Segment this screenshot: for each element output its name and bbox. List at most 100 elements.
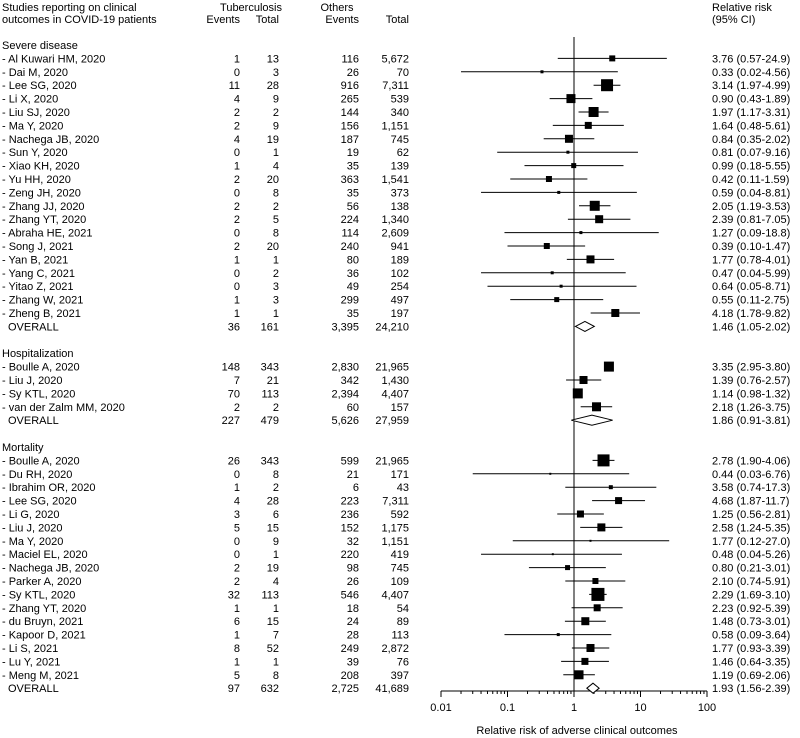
study-ci-text: 2.29 (1.69-3.10)	[712, 589, 790, 601]
study-tb-events: 70	[228, 388, 240, 400]
overall-diamond	[571, 414, 613, 426]
study-oth-total: 4,407	[381, 589, 409, 601]
study-oth-total: 43	[397, 482, 409, 494]
section-header: Mortality	[2, 442, 44, 454]
study-label: - Zhang YT, 2020	[2, 214, 86, 226]
study-oth-total: 4,407	[381, 388, 409, 400]
header-tb-total: Total	[256, 14, 279, 26]
study-ci-text: 1.97 (1.17-3.31)	[712, 107, 790, 119]
study-tb-total: 1	[273, 147, 279, 159]
study-tb-total: 3	[273, 67, 279, 79]
study-point-estimate	[574, 670, 584, 680]
study-tb-events: 0	[234, 187, 240, 199]
study-tb-events: 1	[234, 630, 240, 642]
study-tb-events: 1	[234, 161, 240, 173]
study-tb-total: 19	[267, 563, 279, 575]
study-tb-total: 6	[273, 509, 279, 521]
study-ci-text: 3.58 (0.74-17.3)	[712, 482, 790, 494]
study-oth-events: 35	[347, 308, 359, 320]
study-label: - Zheng B, 2021	[2, 308, 81, 320]
study-label: - Parker A, 2020	[2, 576, 82, 588]
study-label: - Liu J, 2020	[2, 375, 63, 387]
study-oth-total: 5,672	[381, 53, 409, 65]
study-tb-total: 8	[273, 670, 279, 682]
study-ci-text: 0.48 (0.04-5.26)	[712, 549, 790, 561]
study-oth-events: 32	[347, 536, 359, 548]
overall-ci-text: 1.86 (0.91-3.81)	[712, 415, 790, 427]
study-tb-total: 19	[267, 134, 279, 146]
study-tb-events: 1	[234, 482, 240, 494]
study-tb-total: 2	[273, 482, 279, 494]
study-oth-events: 187	[341, 134, 359, 146]
study-point-estimate	[559, 284, 563, 288]
overall-tb-total: 479	[261, 415, 279, 427]
overall-oth-events: 5,626	[331, 415, 359, 427]
study-tb-events: 2	[234, 241, 240, 253]
study-point-estimate	[615, 497, 623, 505]
study-label: - Song J, 2021	[2, 241, 74, 253]
study-ci-text: 1.39 (0.76-2.57)	[712, 375, 790, 387]
study-oth-total: 2,609	[381, 228, 409, 240]
header-group-tuberculosis: Tuberculosis	[220, 2, 282, 14]
overall-oth-total: 24,210	[375, 321, 409, 333]
study-label: - Li G, 2020	[2, 509, 59, 521]
study-oth-events: 60	[347, 402, 359, 414]
study-tb-events: 8	[234, 643, 240, 655]
overall-tb-events: 97	[228, 683, 240, 695]
study-oth-total: 419	[391, 549, 409, 561]
study-oth-total: 70	[397, 67, 409, 79]
overall-tb-events: 36	[228, 321, 240, 333]
overall-label: OVERALL	[8, 321, 59, 333]
study-oth-events: 220	[341, 549, 359, 561]
overall-oth-total: 41,689	[375, 683, 409, 695]
study-point-estimate	[589, 200, 600, 211]
study-ci-text: 0.84 (0.35-2.02)	[712, 134, 790, 146]
study-point-estimate	[564, 134, 573, 143]
study-point-estimate	[597, 454, 610, 467]
study-point-estimate	[576, 510, 584, 518]
study-ci-text: 0.90 (0.43-1.89)	[712, 94, 790, 106]
study-point-estimate	[566, 94, 576, 104]
study-ci-text: 0.81 (0.07-9.16)	[712, 147, 790, 159]
study-tb-events: 148	[222, 362, 240, 374]
study-tb-total: 113	[261, 388, 279, 400]
study-ci-text: 3.35 (2.95-3.80)	[712, 362, 790, 374]
study-label: - Lee SG, 2020	[2, 80, 77, 92]
study-tb-total: 1	[273, 254, 279, 266]
study-ci-text: 3.76 (0.57-24.9)	[712, 53, 790, 65]
study-label: - Yang C, 2021	[2, 268, 75, 280]
study-label: - Dai M, 2020	[2, 67, 68, 79]
study-point-estimate	[581, 657, 589, 665]
study-label: - Yitao Z, 2021	[2, 281, 74, 293]
header-rr-line2: (95% CI)	[712, 14, 755, 26]
study-tb-events: 0	[234, 536, 240, 548]
study-label: - Yan B, 2021	[2, 254, 68, 266]
study-label: - Liu J, 2020	[2, 522, 63, 534]
study-oth-total: 197	[391, 308, 409, 320]
header-rr-line1: Relative risk	[712, 2, 772, 14]
study-ci-text: 0.55 (0.11-2.75)	[712, 295, 789, 307]
study-oth-events: 26	[347, 67, 359, 79]
study-ci-text: 0.42 (0.11-1.59)	[712, 174, 789, 186]
header-tb-events: Events	[206, 14, 240, 26]
study-oth-events: 265	[341, 94, 359, 106]
study-oth-total: 109	[391, 576, 409, 588]
study-oth-events: 223	[341, 496, 359, 508]
study-oth-events: 546	[341, 589, 359, 601]
study-ci-text: 2.39 (0.81-7.05)	[712, 214, 790, 226]
study-label: - Sy KTL, 2020	[2, 388, 75, 400]
study-tb-total: 3	[273, 295, 279, 307]
study-point-estimate	[579, 231, 583, 235]
study-oth-total: 539	[391, 94, 409, 106]
study-label: - Al Kuwari HM, 2020	[2, 53, 105, 65]
study-label: - Meng M, 2021	[2, 670, 79, 682]
study-tb-total: 343	[261, 362, 279, 374]
overall-label: OVERALL	[8, 415, 59, 427]
study-tb-total: 2	[273, 107, 279, 119]
study-oth-events: 342	[341, 375, 359, 387]
study-tb-events: 0	[234, 281, 240, 293]
overall-ci-text: 1.93 (1.56-2.39)	[712, 683, 790, 695]
study-tb-total: 15	[267, 616, 279, 628]
study-tb-events: 2	[234, 214, 240, 226]
study-label: - Zhang YT, 2020	[2, 603, 86, 615]
